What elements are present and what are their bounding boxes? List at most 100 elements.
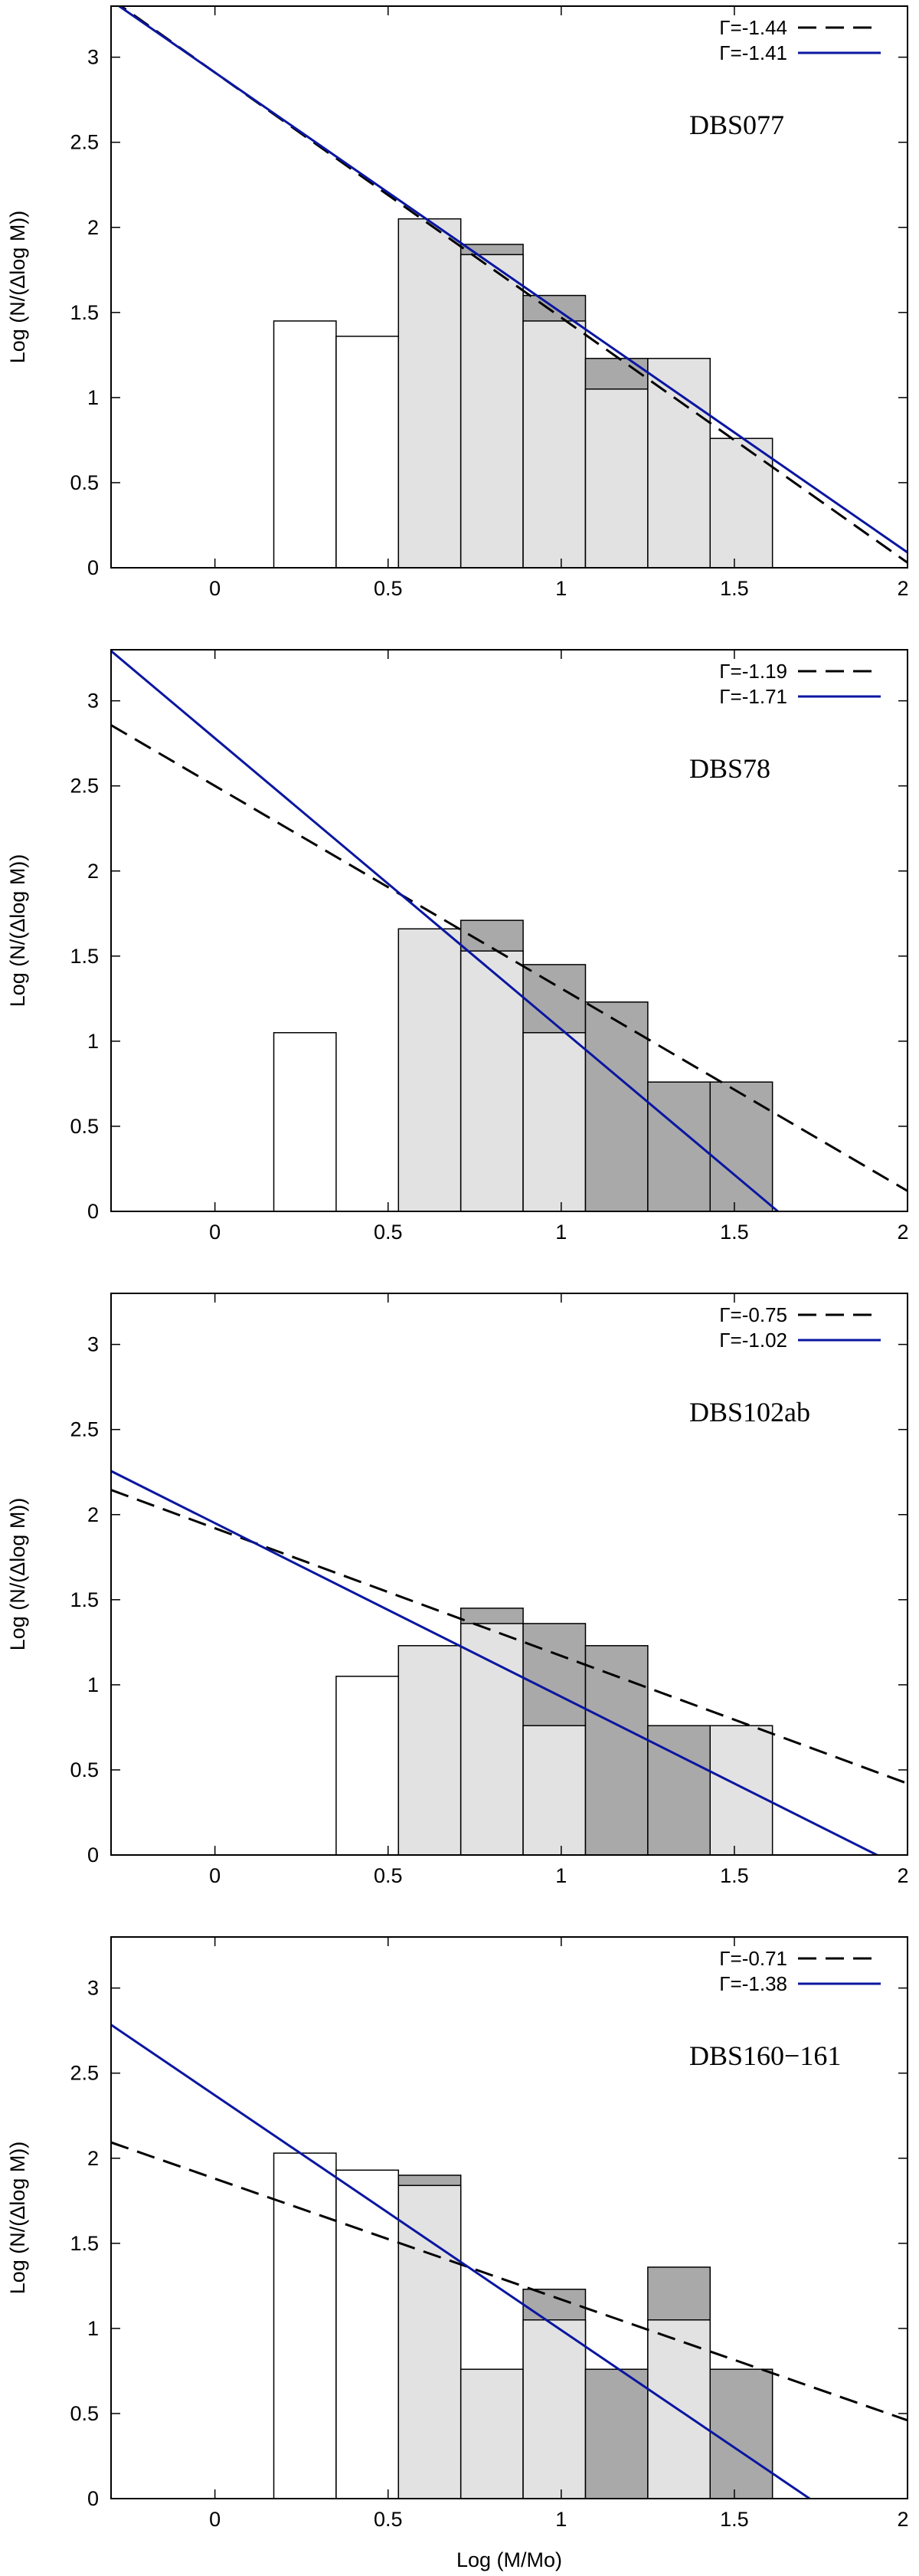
legend-label: Γ=-1.38 [719, 1972, 787, 1995]
y-tick-label: 3 [87, 1333, 99, 1356]
y-tick-label: 1 [87, 1030, 99, 1053]
y-tick-label: 0 [87, 1200, 99, 1223]
histogram-bar-light [460, 254, 524, 569]
x-tick-label: 1.5 [720, 1221, 749, 1244]
x-tick-label: 1 [555, 1864, 567, 1887]
x-tick-label: 1.5 [720, 577, 749, 600]
fit-line-solid [111, 650, 780, 1211]
y-tick-label: 1.5 [70, 945, 99, 968]
x-tick-label: 2 [897, 2508, 908, 2531]
y-tick-label: 2 [87, 2147, 99, 2170]
histogram-bar-white [273, 2152, 337, 2499]
fit-line-dashed [111, 724, 908, 1192]
x-tick-label: 0.5 [374, 577, 403, 600]
histogram-bars [273, 2152, 773, 2499]
plot-frame [110, 1293, 908, 1856]
histogram-bar-light [460, 1623, 524, 1856]
y-tick-label: 2 [87, 216, 99, 239]
histogram-bars [273, 218, 773, 569]
fit-line-dashed [119, 6, 908, 564]
histogram-bar-light [584, 388, 649, 569]
y-tick-label: 1 [87, 2317, 99, 2340]
fit-line-dashed [111, 2141, 908, 2422]
histogram-bar-light [397, 2184, 462, 2499]
histogram-bar-dark [709, 1081, 773, 1212]
x-tick-label: 0.5 [374, 2508, 403, 2531]
x-tick-label: 2 [897, 577, 908, 600]
plot-frame [110, 649, 908, 1212]
x-tick-label: 0.5 [374, 1864, 403, 1887]
chart-panel-1: 0 0.5 1 1.5 2 0 0.5 1 1.5 2 2.5 3 Log (N/(Δlog M)) Γ=… [6, 5, 909, 600]
x-tick-label: 2 [897, 1864, 908, 1887]
histogram-bar-white [273, 1032, 337, 1212]
x-tick-label: 1.5 [720, 1864, 749, 1887]
histogram-bar-light [397, 1645, 462, 1856]
legend: Γ=-0.71Γ=-1.38 [719, 1947, 881, 1995]
y-tick-label: 0 [87, 2487, 99, 2510]
y-tick-label: 0.5 [70, 2402, 99, 2425]
y-tick-label: 0.5 [70, 471, 99, 494]
histogram-bar-light [397, 928, 462, 1212]
legend: Γ=-1.19Γ=-1.71 [719, 660, 881, 708]
histogram-bar-white [335, 2169, 400, 2499]
chart-panel-3: 0 0.5 1 1.5 2 0 0.5 1 1.5 2 2.5 3 Log (N/(Δlog M)) Γ=… [6, 1293, 909, 1887]
histogram-bar-light [522, 1725, 587, 1856]
histogram-bar-light [522, 320, 587, 569]
x-tick-label: 0 [209, 2508, 221, 2531]
panel-title: DBS077 [689, 110, 784, 140]
y-tick-label: 2.5 [70, 2062, 99, 2085]
histogram-bar-dark [709, 2368, 773, 2499]
y-tick-label: 0.5 [70, 1758, 99, 1781]
y-axis-title: Log (N/(Δlog M)) [6, 854, 29, 1008]
legend-label: Γ=-1.02 [719, 1329, 787, 1352]
histogram-bar-light [522, 1032, 587, 1212]
x-tick-label: 1.5 [720, 2508, 749, 2531]
x-tick-label: 0 [209, 577, 221, 600]
histogram-bar-light [522, 2319, 587, 2499]
x-tick-label: 2 [897, 1221, 908, 1244]
histogram-bar-dark [647, 1725, 711, 1856]
legend-label: Γ=-1.71 [719, 685, 787, 708]
fit-lines [111, 2024, 908, 2499]
y-tick-label: 1.5 [70, 301, 99, 324]
histogram-bar-white [273, 320, 337, 569]
x-tick-label: 0.5 [374, 1221, 403, 1244]
fit-line-solid [111, 2024, 812, 2499]
panel-title: DBS160−161 [689, 2040, 841, 2071]
plot-frame [110, 1936, 908, 2499]
x-tick-label: 0 [209, 1864, 221, 1887]
histogram-bar-light [647, 358, 711, 569]
panel-title: DBS78 [689, 753, 770, 784]
y-tick-label: 3 [87, 690, 99, 713]
y-tick-label: 2 [87, 1503, 99, 1526]
legend: Γ=-0.75 Γ=-1.02 [719, 1303, 881, 1352]
legend-label: Γ=-1.44 [719, 16, 787, 39]
histogram-bar-light [397, 218, 462, 569]
fit-lines [116, 6, 908, 564]
legend: Γ=-1.44Γ=-1.41 [719, 16, 881, 64]
x-tick-label: 0 [209, 1221, 221, 1244]
fit-lines [111, 1470, 908, 1855]
chart-panel-4: 0 0.5 1 1.5 2 0 0.5 1 1.5 2 2.5 3 Log (N/(Δlog M)) Γ=… [6, 1936, 909, 2531]
x-tick-label: 1 [555, 577, 567, 600]
y-tick-label: 0 [87, 556, 99, 579]
y-tick-label: 2 [87, 860, 99, 883]
x-tick-label: 1 [555, 1221, 567, 1244]
histogram-bar-dark [584, 1001, 649, 1212]
y-tick-label: 0 [87, 1844, 99, 1866]
x-tick-label: 1 [555, 2508, 567, 2531]
y-tick-label: 2.5 [70, 131, 99, 154]
histogram-bar-white [335, 336, 400, 569]
y-tick-label: 1.5 [70, 1588, 99, 1611]
y-tick-label: 1 [87, 386, 99, 409]
y-tick-label: 1 [87, 1673, 99, 1696]
plot-frame [110, 5, 908, 569]
legend-label: Γ=-1.41 [719, 41, 787, 64]
histogram-bar-white [335, 1676, 400, 1856]
y-tick-label: 3 [87, 1977, 99, 2000]
chart-panel-2: 0 0.5 1 1.5 2 0 0.5 1 1.5 2 2.5 3 Log (N/(Δlog M)) Γ=… [6, 649, 909, 1244]
y-tick-label: 3 [87, 46, 99, 69]
fit-line-solid [111, 1470, 880, 1855]
y-axis-title: Log (N/(Δlog M)) [6, 1498, 29, 1651]
